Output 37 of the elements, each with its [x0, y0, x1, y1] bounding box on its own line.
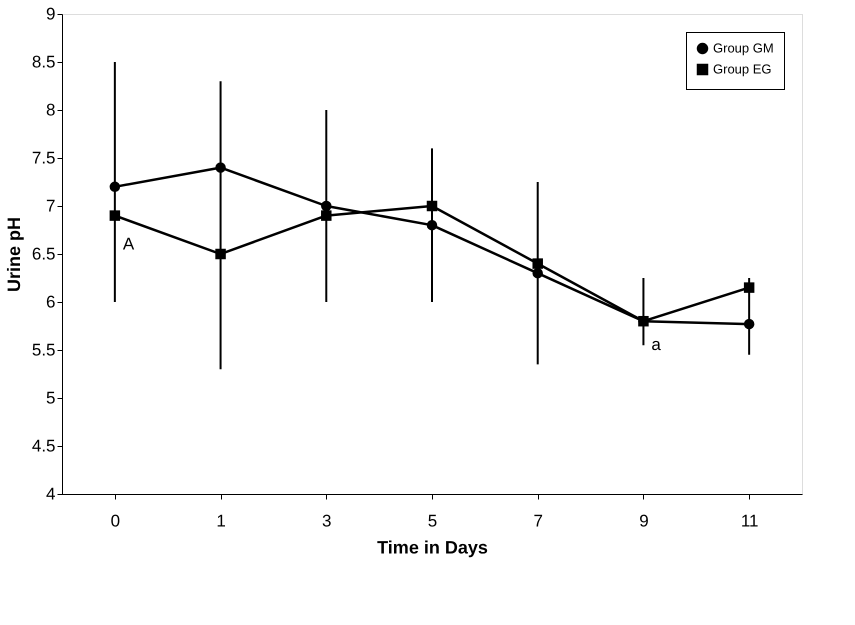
point	[321, 210, 332, 221]
y-tick-label: 4.5	[32, 436, 56, 456]
point	[110, 210, 120, 221]
legend-label: Group EG	[713, 62, 772, 76]
point	[744, 318, 754, 330]
point	[638, 316, 649, 326]
x-tick-label: 1	[216, 512, 226, 530]
y-tick-label: 8.5	[32, 52, 56, 72]
y-tick-label: 9	[46, 4, 56, 24]
point	[744, 282, 754, 293]
point	[426, 200, 438, 212]
point	[426, 220, 438, 230]
y-tick-label: 6.5	[32, 244, 56, 264]
annotation: A	[122, 234, 135, 254]
y-tick-label: 7.5	[32, 148, 56, 168]
x-tick-label: 11	[740, 512, 758, 530]
y-tick-label: 5	[46, 388, 56, 408]
y-tick-label: 5.5	[32, 340, 56, 360]
y-tick-label: 4	[46, 484, 56, 504]
point	[532, 258, 543, 269]
y-tick-label: 6	[46, 292, 56, 312]
x-tick-label: 0	[110, 512, 120, 530]
point	[321, 200, 332, 212]
point	[110, 182, 120, 192]
point	[215, 162, 226, 173]
x-tick-label: 7	[533, 512, 543, 530]
point	[215, 248, 226, 260]
annotation: a	[651, 335, 662, 354]
x-tick-label: 3	[322, 512, 332, 530]
x-tick-label: 9	[639, 512, 649, 530]
x-axis-title: Time in Days	[377, 538, 488, 558]
y-tick-label: 7	[46, 196, 56, 216]
x-tick-label: 5	[428, 512, 438, 530]
point	[532, 268, 543, 278]
y-axis-title: Urine pH	[4, 216, 24, 292]
y-tick-label: 8	[46, 100, 56, 120]
legend-label: Group GM	[713, 40, 774, 56]
